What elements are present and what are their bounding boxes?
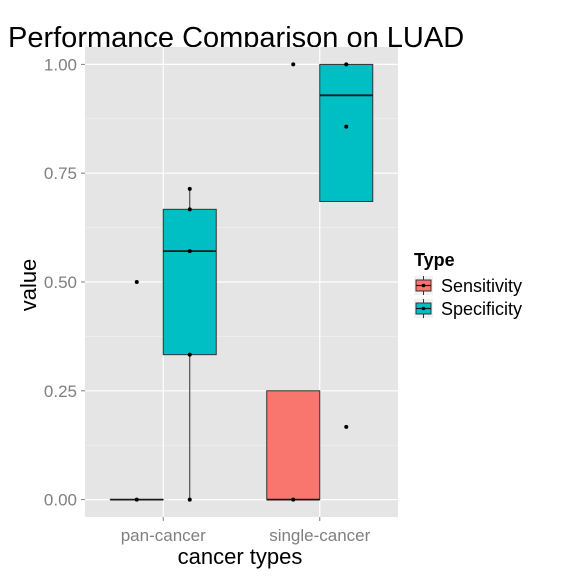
data-point bbox=[187, 207, 192, 212]
x-tick-label: single-cancer bbox=[269, 526, 370, 545]
y-axis-title: value bbox=[16, 259, 41, 312]
box-specificity-pan-cancer bbox=[162, 188, 217, 500]
data-point bbox=[344, 124, 349, 129]
data-point bbox=[187, 497, 192, 502]
box-body bbox=[162, 208, 217, 356]
box-specificity-single-cancer bbox=[319, 63, 374, 202]
data-point bbox=[291, 62, 296, 67]
legend-label: Specificity bbox=[441, 299, 522, 319]
box-series bbox=[109, 63, 374, 501]
legend-item-specificity: Specificity bbox=[414, 299, 522, 319]
y-tick-label: 0.00 bbox=[44, 491, 77, 510]
data-point bbox=[291, 497, 296, 502]
data-point bbox=[134, 280, 139, 284]
y-tick-label: 0.50 bbox=[44, 273, 77, 292]
box-sensitivity-single-cancer bbox=[266, 390, 321, 501]
legend: Type Sensitivity Specificity bbox=[414, 250, 522, 319]
y-tick-label: 1.00 bbox=[44, 55, 77, 74]
y-axis-ticks: 0.00 0.25 0.50 0.75 1.00 bbox=[44, 55, 85, 510]
data-point bbox=[187, 186, 192, 191]
data-point bbox=[187, 249, 192, 254]
data-point bbox=[344, 424, 349, 429]
data-point bbox=[187, 352, 192, 357]
x-axis-ticks: pan-cancer single-cancer bbox=[121, 517, 371, 545]
legend-title: Type bbox=[414, 250, 455, 270]
box-body bbox=[319, 63, 374, 202]
box-body bbox=[266, 390, 321, 501]
y-tick-label: 0.75 bbox=[44, 164, 77, 183]
x-axis-title: cancer types bbox=[178, 544, 303, 569]
x-tick-label: pan-cancer bbox=[121, 526, 206, 545]
legend-key-point bbox=[421, 306, 426, 311]
legend-key-point bbox=[421, 283, 426, 288]
data-point bbox=[344, 62, 349, 67]
data-points bbox=[134, 62, 349, 502]
data-point bbox=[134, 497, 139, 502]
legend-item-sensitivity: Sensitivity bbox=[414, 276, 522, 296]
legend-label: Sensitivity bbox=[441, 276, 522, 296]
y-tick-label: 0.25 bbox=[44, 382, 77, 401]
